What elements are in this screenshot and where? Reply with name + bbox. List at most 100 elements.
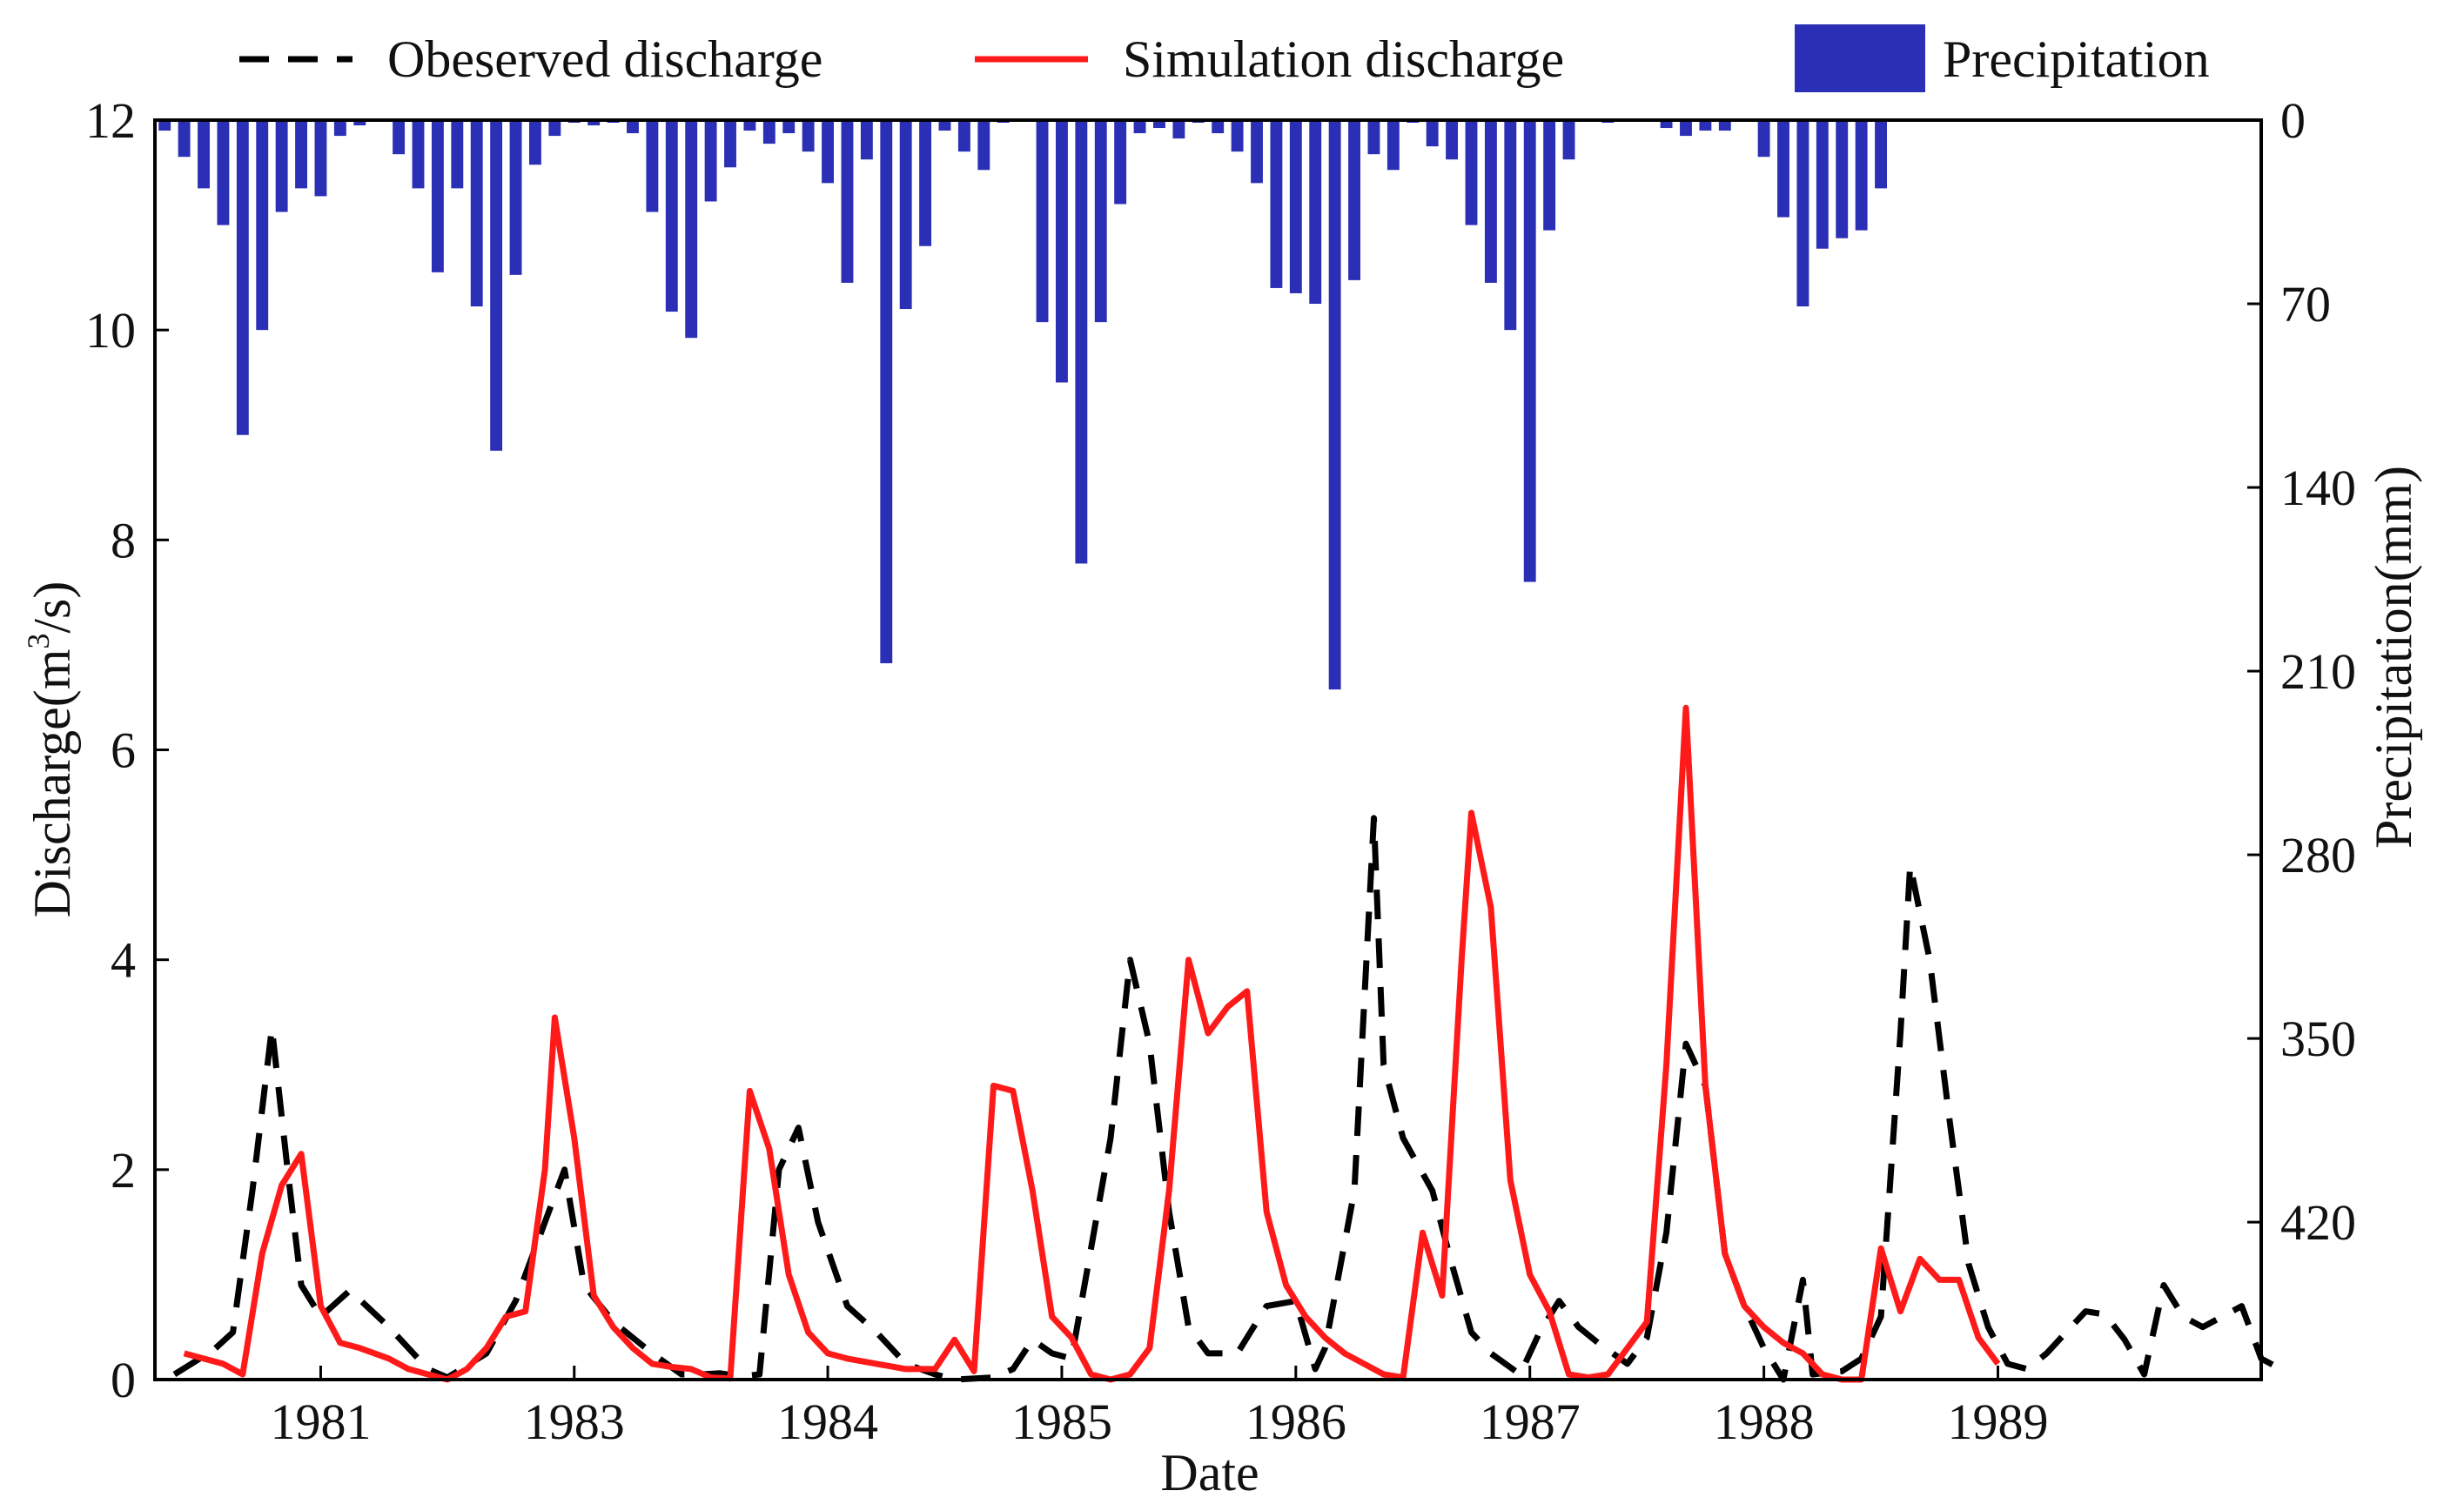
precipitation-bar [1660,120,1673,129]
precipitation-bar [685,120,698,339]
precipitation-bar [880,120,893,664]
precipitation-bar [1855,120,1868,231]
precipitation-bar [1699,120,1712,131]
precipitation-bar [353,120,366,126]
precipitation-bar [724,120,736,168]
precipitation-bars [158,120,1888,690]
precipitation-bar [665,120,678,312]
precipitation-bar [198,120,210,189]
precipitation-bar [802,120,815,152]
left-axis-title-sup: 3 [21,634,56,649]
left-axis-title: Discharge(m3/s) [21,581,81,918]
precipitation-bar [1386,120,1400,171]
left-axis-title-prefix: Discharge(m [23,649,81,918]
left-tick-label: 2 [111,1142,136,1199]
right-axis: 0 70 140 210 280 350 420 [2247,92,2356,1251]
precipitation-bar [704,120,717,202]
precipitation-bar [957,120,970,152]
precipitation-bar [1367,120,1380,155]
x-axis-title: Date [1160,1444,1259,1501]
right-tick-label: 140 [2280,460,2356,516]
precipitation-bar [333,120,346,137]
precipitation-bar [1153,120,1165,129]
precipitation-bar [1562,120,1575,160]
precipitation-bar [743,120,756,131]
legend-precipitation-swatch [1795,24,1925,92]
precipitation-bar [762,120,775,144]
precipitation-bar [1426,120,1439,147]
right-tick-label: 420 [2280,1194,2356,1251]
precipitation-bar [1075,120,1088,564]
precipitation-bar [490,120,503,451]
precipitation-bar [1309,120,1322,305]
right-tick-label: 70 [2280,276,2331,332]
precipitation-bar [977,120,990,171]
x-tick-label: 1981 [270,1393,371,1450]
right-tick-label: 280 [2280,827,2356,883]
precipitation-bar [158,120,171,131]
precipitation-bar [1231,120,1244,152]
precipitation-bar [1289,120,1302,293]
right-tick-label: 0 [2280,92,2306,149]
x-tick-label: 1987 [1480,1393,1581,1450]
legend-observed-label: Obeserved discharge [387,30,822,88]
precipitation-bar [256,120,269,331]
precipitation-bar [627,120,639,134]
precipitation-bar [1114,120,1127,205]
x-tick-label: 1988 [1714,1393,1815,1450]
precipitation-bar [899,120,912,310]
precipitation-bar [822,120,835,184]
precipitation-bar [1543,120,1556,231]
precipitation-bar [1796,120,1809,307]
precipitation-bar [1680,120,1692,137]
precipitation-bar [841,120,854,283]
precipitation-bar [1816,120,1829,249]
left-tick-label: 6 [111,722,136,779]
legend: Obeserved discharge Simulation discharge… [239,24,2210,92]
x-tick-label: 1986 [1245,1393,1346,1450]
precipitation-bar [412,120,425,189]
precipitation-bar [548,120,561,137]
precipitation-bar [1465,120,1478,225]
precipitation-bar [528,120,541,165]
precipitation-bar [275,120,288,212]
precipitation-bar [1836,120,1849,238]
precipitation-bar [217,120,230,225]
plot-frame [153,118,2263,1381]
discharge-lines [172,704,2283,1383]
left-tick-label: 10 [85,302,136,359]
x-tick-label: 1984 [777,1393,878,1450]
precipitation-bar [782,120,796,134]
right-axis-title: Precipitation(mm) [2365,466,2422,849]
precipitation-bar [1133,120,1146,134]
precipitation-bar [1718,120,1731,131]
x-tick-label: 1989 [1948,1393,2049,1450]
precipitation-bar [295,120,308,189]
precipitation-bar [938,120,951,131]
legend-simulated-label: Simulation discharge [1123,30,1564,88]
precipitation-bar [646,120,659,212]
precipitation-bar [1172,120,1185,139]
plot-area [153,118,2283,1383]
left-tick-label: 0 [111,1352,136,1408]
precipitation-bar [1523,120,1536,582]
left-axis: 0 2 4 6 8 10 12 [85,92,169,1408]
precipitation-bar [1212,120,1225,134]
precipitation-bar [587,120,601,126]
precipitation-bar [1251,120,1263,184]
precipitation-bar [919,120,932,246]
right-tick-label: 210 [2280,643,2356,700]
precipitation-bar [1777,120,1789,218]
observed-discharge-line [172,815,2283,1383]
precipitation-bar [1348,120,1361,280]
left-tick-label: 4 [111,932,136,989]
left-tick-label: 8 [111,512,136,568]
precipitation-bar [470,120,483,307]
precipitation-bar [1036,120,1049,323]
left-tick-label: 12 [85,92,136,149]
precipitation-bar [1055,120,1068,383]
precipitation-bar [431,120,444,272]
precipitation-bar [236,120,249,435]
precipitation-bar [1875,120,1888,189]
